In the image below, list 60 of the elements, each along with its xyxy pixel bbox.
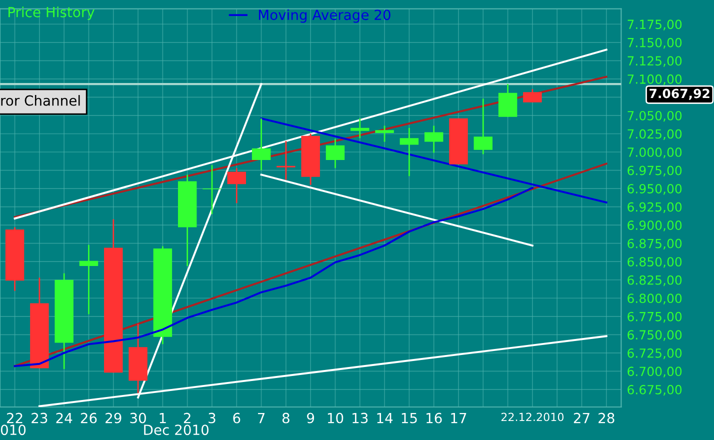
x-tick-label: 13 [352, 412, 368, 424]
x-tick-label: 23 [32, 412, 48, 424]
candlestick [79, 244, 98, 315]
candlestick [326, 138, 345, 169]
y-tick-label: 6.825,00 [628, 275, 682, 286]
x-tick-label: 16 [426, 412, 442, 424]
y-tick-label: 6.725,00 [628, 348, 682, 360]
y-tick-label: 6.925,00 [628, 202, 682, 214]
legend-label: Moving Average 20 [258, 9, 390, 23]
x-tick-label: 17 [451, 412, 466, 424]
y-tick-label: 6.775,00 [628, 312, 682, 323]
y-tick-label: 7.100,00 [628, 74, 682, 86]
y-tick-label: 7.025,00 [628, 129, 682, 140]
x-tick-label: 1 [160, 412, 166, 424]
candlestick [523, 88, 542, 104]
x-tick-label: 22 [6, 412, 22, 424]
x-tick-label: 29 [106, 412, 122, 424]
x-tick-label: 10 [328, 412, 344, 424]
annotation: Price History [8, 6, 94, 20]
candlestick [424, 125, 444, 154]
y-tick-label: 6.800,00 [628, 294, 682, 304]
y-tick-label: 7.175,00 [628, 20, 682, 30]
candlestick [202, 164, 222, 215]
x-tick-label: 14 [377, 412, 393, 424]
candlestick [227, 167, 246, 204]
text: 010 [0, 424, 26, 436]
y-tick-label: 7.150,00 [628, 38, 682, 49]
candlestick [375, 125, 394, 142]
x-tick-label: 8 [282, 412, 290, 424]
text: 7.067,92 [650, 88, 710, 100]
candlestick [350, 118, 370, 139]
candlestick [276, 140, 296, 180]
y-tick-label: 7.125,00 [628, 56, 682, 67]
y-tick-label: 6.900,00 [628, 220, 682, 232]
x-tick-label: 26 [80, 412, 97, 424]
x-tick-label: 15 [402, 412, 417, 424]
y-tick-label: 6.850,00 [628, 257, 682, 268]
candlestick [252, 118, 271, 171]
y-tick-label: 6.750,00 [628, 330, 682, 341]
candlestick [474, 98, 493, 155]
y-tick-label: 6.675,00 [628, 384, 682, 396]
x-tick-label: 27 [574, 412, 590, 424]
annotation: ror Channel [1, 95, 80, 106]
y-tick-label: 7.050,00 [628, 110, 682, 122]
y-tick-label: 6.950,00 [628, 184, 682, 195]
x-tick-label: 30 [130, 412, 146, 424]
x-tick-label: 9 [307, 412, 314, 424]
text: Dec 2010 [144, 424, 209, 436]
candlestick [400, 127, 419, 177]
x-tick-label: 22.12.2010 [501, 412, 564, 422]
y-tick-label: 7.000,00 [628, 147, 682, 158]
x-tick-label: 6 [233, 412, 240, 424]
x-tick-label: 24 [56, 412, 72, 424]
x-tick-label: 28 [598, 412, 614, 424]
x-tick-label: 3 [208, 412, 216, 424]
x-tick-label: 2 [184, 412, 190, 424]
y-tick-label: 6.975,00 [628, 166, 682, 176]
y-tick-label: 6.700,00 [628, 366, 682, 378]
x-tick-label: 7 [258, 412, 265, 424]
y-tick-label: 6.875,00 [628, 238, 682, 250]
